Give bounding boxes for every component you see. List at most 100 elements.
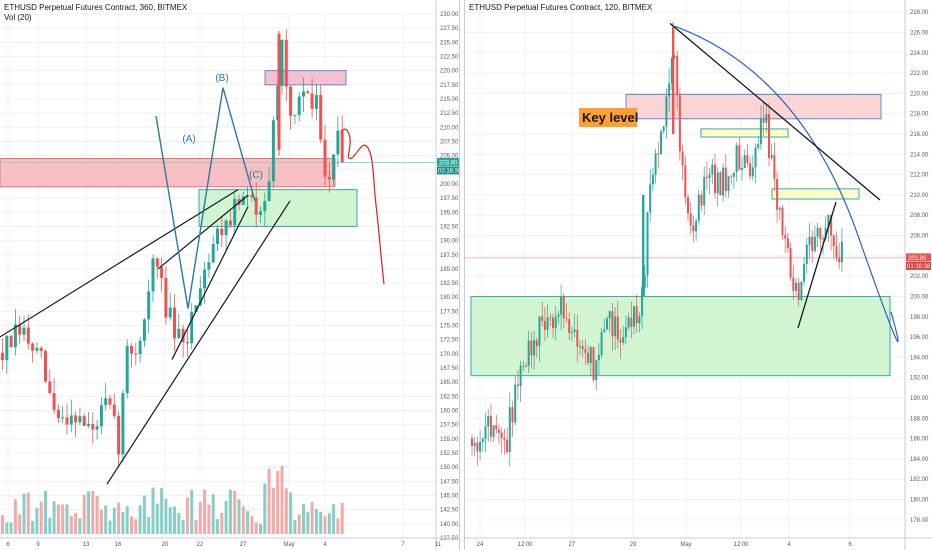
right-candle-body <box>554 316 557 329</box>
left-candle-body <box>104 398 108 406</box>
left-volume-bar <box>267 468 271 534</box>
left-candle-body <box>95 426 99 430</box>
left-y-tick: 225.00 <box>440 40 459 46</box>
left-volume-bar <box>263 483 267 534</box>
left-chart-panel[interactable]: (A) (B) (C) 137.50 140.00 142.50 145.00 147.50 1… <box>0 0 460 550</box>
left-volume-bar <box>22 493 26 534</box>
left-volume-bar <box>254 522 258 534</box>
right-candle-body <box>768 114 770 158</box>
left-volume-bar <box>280 465 284 534</box>
left-trendline <box>106 200 291 485</box>
left-price-tag <box>437 157 459 166</box>
left-candle-body <box>5 335 9 361</box>
left-y-tick: 192.50 <box>440 224 459 230</box>
left-candle-body <box>280 39 284 86</box>
left-volume-bar <box>228 489 232 534</box>
left-candles <box>1 29 344 468</box>
left-candle-body <box>267 181 271 202</box>
right-curve <box>674 25 899 343</box>
left-candle-body <box>35 347 39 351</box>
left-volume-bar <box>198 502 202 534</box>
right-candle-body <box>762 118 765 123</box>
left-wave-label: (A) <box>182 134 195 145</box>
left-trendline <box>171 206 249 360</box>
right-candle-body <box>568 319 571 334</box>
left-candle-body <box>91 423 95 430</box>
left-y-tick: 147.50 <box>440 479 459 485</box>
right-y-tick: 222.00 <box>910 71 929 77</box>
right-candle-body <box>541 316 544 321</box>
left-x-tick: 6 <box>6 542 10 548</box>
right-chart-svg[interactable]: Key level 178.00 180.00 182.00 184.00 186.00 1… <box>465 0 932 550</box>
left-candle-body <box>78 416 82 423</box>
left-candle-body <box>160 266 164 278</box>
left-candle-body <box>125 346 129 394</box>
right-candle-body <box>672 27 675 135</box>
left-candle-body <box>340 130 344 163</box>
right-candle-body <box>633 306 635 327</box>
left-candle-body <box>61 417 65 419</box>
right-candle-body <box>535 340 538 347</box>
left-candle-body <box>327 176 331 180</box>
right-candle-body <box>630 317 633 327</box>
right-candle-body <box>500 432 503 438</box>
right-candle-body <box>751 167 754 177</box>
left-x-tick: May <box>283 542 294 548</box>
left-y-tick: 177.50 <box>440 309 459 315</box>
right-candle-body <box>708 174 711 179</box>
right-candle-body <box>797 282 800 301</box>
right-x-tick: May <box>680 542 691 548</box>
left-volume-bar <box>306 512 310 534</box>
left-x-tick: 13 <box>83 542 90 548</box>
left-volume-bar <box>314 508 318 534</box>
right-candle-body <box>657 153 660 155</box>
left-volume-bar <box>39 501 43 534</box>
right-candle-body <box>603 329 606 333</box>
right-candle-body <box>498 429 500 433</box>
left-volume-bar <box>87 491 90 534</box>
right-candle-body <box>741 167 743 170</box>
left-y-tick: 172.50 <box>440 338 459 344</box>
right-y-tick: 220.00 <box>910 91 929 97</box>
left-y-tick: 167.50 <box>440 366 459 372</box>
left-y-tick: 222.50 <box>440 54 459 60</box>
right-y-tick: 218.00 <box>910 112 929 118</box>
right-candle-body <box>516 384 519 387</box>
right-chart-panel[interactable]: Key level 178.00 180.00 182.00 184.00 186.00 1… <box>464 0 932 550</box>
right-candle-body <box>511 407 514 423</box>
left-candle-body <box>39 347 43 352</box>
left-candle-body <box>194 305 198 312</box>
right-candle-body <box>840 241 843 263</box>
right-x-tick: 24 <box>477 542 484 548</box>
right-candle-body <box>557 314 560 317</box>
right-candle-body <box>835 246 838 258</box>
left-x-tick: 9 <box>36 542 40 548</box>
left-candle-body <box>22 327 26 335</box>
right-candle-body <box>703 176 706 206</box>
right-candle-body <box>549 317 552 319</box>
left-volume-bar <box>332 504 336 534</box>
left-candle-body <box>211 244 215 263</box>
left-zone-red-top <box>264 70 347 86</box>
left-candle-body <box>173 307 176 339</box>
left-trendline <box>0 189 239 338</box>
left-volume-bar <box>336 518 340 534</box>
right-candle-body <box>689 213 692 226</box>
left-y-tick: 140.00 <box>440 522 459 528</box>
left-volume-bar <box>112 507 116 534</box>
right-candle-body <box>727 176 730 192</box>
right-candle-body <box>489 415 492 437</box>
left-volume-bar <box>5 522 9 534</box>
right-candle-body <box>525 365 527 367</box>
right-candle-body <box>643 275 646 288</box>
left-chart-svg[interactable]: (A) (B) (C) 137.50 140.00 142.50 145.00 147.50 1… <box>0 0 460 550</box>
right-candle-body <box>530 340 533 356</box>
right-countdown-tag <box>906 261 931 270</box>
right-candle-body <box>719 172 722 196</box>
right-candle-body <box>676 55 679 96</box>
left-volume-bar <box>224 500 228 534</box>
right-countdown-label: 01:16:38 <box>907 264 931 270</box>
left-y-tick: 150.00 <box>440 465 459 471</box>
left-wave-label: (B) <box>215 73 228 84</box>
left-candle-body <box>203 269 207 289</box>
